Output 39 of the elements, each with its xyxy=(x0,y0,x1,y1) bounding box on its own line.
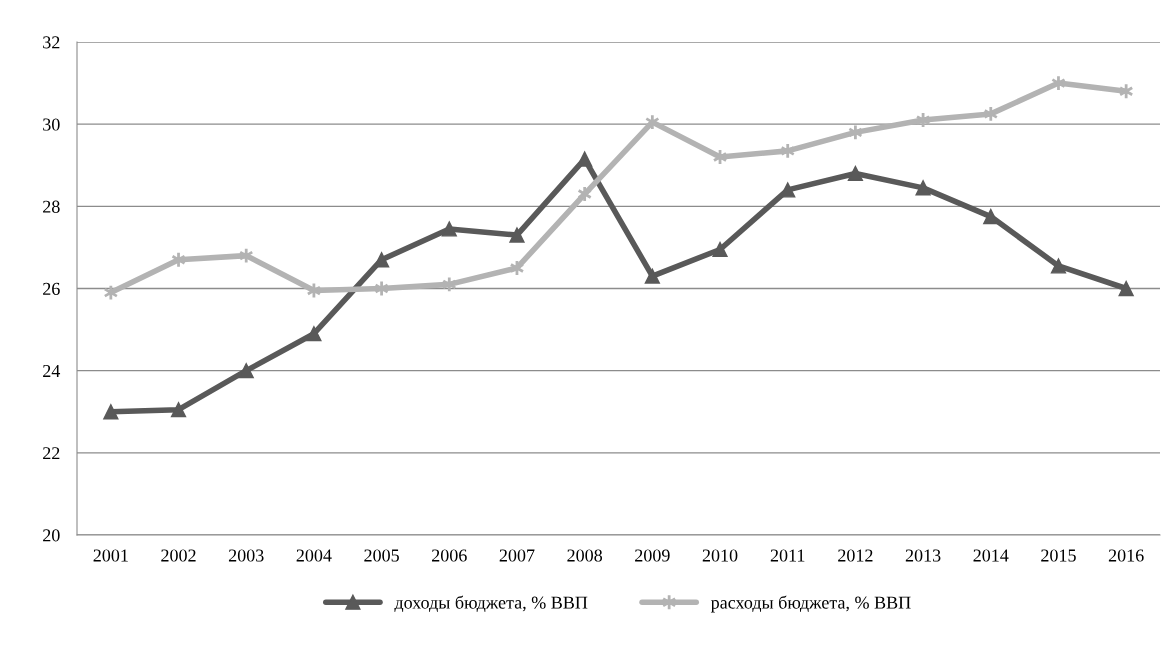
point xyxy=(644,268,660,284)
x-tick-label: 2011 xyxy=(770,549,805,562)
point xyxy=(306,326,322,342)
x-tick-label: 2001 xyxy=(93,549,128,562)
legend-label: расходы бюджета, % ВВП xyxy=(710,595,911,613)
point xyxy=(983,208,999,225)
x-tick-label: 2004 xyxy=(296,549,332,562)
y-tick-label: 22 xyxy=(43,447,60,460)
x-tick-label: 2005 xyxy=(364,549,399,562)
y-tick-label: 32 xyxy=(43,36,60,49)
point xyxy=(915,180,931,196)
x-tick-label: 2013 xyxy=(905,549,941,562)
point xyxy=(238,363,254,379)
x-tick-label: 2015 xyxy=(1041,549,1076,562)
legend-label: доходы бюджета, % ВВП xyxy=(394,595,588,613)
x-tick-label: 2008 xyxy=(567,549,603,562)
x-tick-label: 2003 xyxy=(228,549,264,562)
x-tick-label: 2002 xyxy=(161,549,196,562)
x-tick-label: 2016 xyxy=(1108,549,1144,562)
x-tick-label: 2010 xyxy=(702,549,738,562)
point xyxy=(1118,280,1134,297)
y-tick-label: 20 xyxy=(43,529,60,542)
y-tick-label: 28 xyxy=(43,200,60,213)
point xyxy=(103,404,119,420)
x-tick-label: 2009 xyxy=(635,549,670,562)
point xyxy=(441,221,457,237)
point xyxy=(712,241,728,258)
x-tick-label: 2012 xyxy=(838,549,873,562)
y-tick-label: 30 xyxy=(43,118,60,131)
x-tick-label: 2006 xyxy=(432,549,467,562)
x-tick-label: 2007 xyxy=(499,549,535,562)
y-tick-label: 26 xyxy=(43,282,60,295)
point xyxy=(847,165,864,182)
point xyxy=(509,227,525,243)
point xyxy=(577,151,593,167)
point xyxy=(1050,258,1067,274)
point xyxy=(170,402,187,418)
x-tick-label: 2014 xyxy=(973,549,1009,562)
y-tick-label: 24 xyxy=(43,364,61,377)
